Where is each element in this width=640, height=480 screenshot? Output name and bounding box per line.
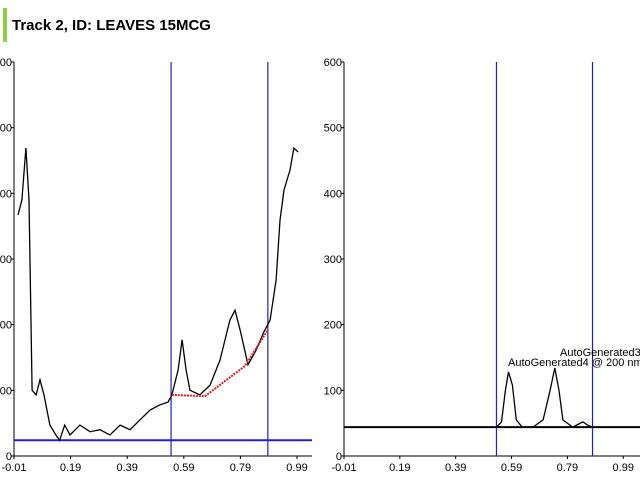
data-line xyxy=(171,329,269,398)
y-tick-label: 500 xyxy=(0,123,12,135)
y-tick-label: 300 xyxy=(0,254,12,266)
y-tick-label: 400 xyxy=(324,188,342,200)
x-tick-label: 0.19 xyxy=(389,462,410,474)
x-tick-label: 0.39 xyxy=(116,462,137,474)
x-tick-label: 0.59 xyxy=(173,462,194,474)
data-line xyxy=(496,367,593,428)
y-tick-label: 100 xyxy=(324,385,342,397)
peak-label: AutoGenerated3 @ 200 nm xyxy=(560,347,640,359)
y-tick-label: 200 xyxy=(324,320,342,332)
y-tick-label: 200 xyxy=(0,320,12,332)
x-tick-label: 0.39 xyxy=(445,462,466,474)
y-tick-label: 0 xyxy=(6,451,12,463)
title: Track 2, ID: LEAVES 15MCG xyxy=(12,17,211,34)
y-tick-label: 100 xyxy=(0,385,12,397)
x-tick-label: -0.01 xyxy=(1,462,26,474)
y-tick-label: 600 xyxy=(0,57,12,69)
y-tick-label: 600 xyxy=(324,57,342,69)
x-tick-label: 0.59 xyxy=(501,462,522,474)
x-tick-label: 0.79 xyxy=(230,462,251,474)
x-tick-label: 0.99 xyxy=(613,462,634,474)
y-tick-label: 300 xyxy=(324,254,342,266)
title-accent xyxy=(3,8,7,42)
y-tick-label: 400 xyxy=(0,188,12,200)
y-tick-label: 500 xyxy=(324,123,342,135)
y-tick-label: 0 xyxy=(336,451,342,463)
x-tick-label: -0.01 xyxy=(331,462,356,474)
data-line xyxy=(17,146,299,442)
x-tick-label: 0.99 xyxy=(286,462,307,474)
peak-label: AutoGenerated4 @ 200 nm xyxy=(508,357,640,369)
x-tick-label: 0.79 xyxy=(557,462,578,474)
x-tick-label: 0.19 xyxy=(60,462,81,474)
